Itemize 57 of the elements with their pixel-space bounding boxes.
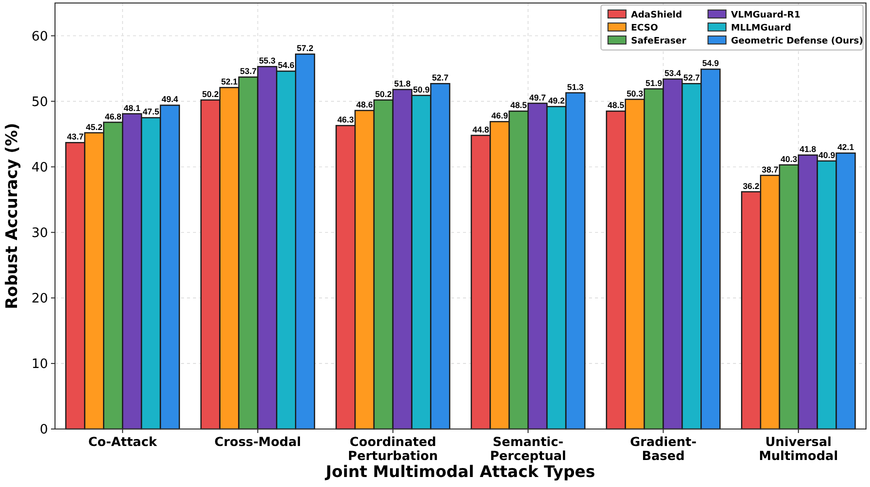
data-label: 52.7 bbox=[683, 72, 700, 83]
data-label: 45.2 bbox=[86, 122, 103, 132]
x-tick-label: Universal Multimodal bbox=[758, 434, 838, 463]
data-label: 40.3 bbox=[780, 154, 798, 164]
data-label: 50.2 bbox=[202, 88, 219, 99]
data-label: 53.4 bbox=[664, 68, 682, 78]
legend-label: VLMGuard-R1 bbox=[731, 10, 800, 20]
data-label: 51.8 bbox=[394, 78, 411, 89]
data-label: 36.2 bbox=[742, 180, 760, 191]
y-axis-title: Robust Accuracy (%) bbox=[2, 122, 21, 310]
y-tick-label: 10 bbox=[31, 357, 48, 372]
data-label: 54.6 bbox=[278, 60, 295, 70]
data-label: 44.8 bbox=[472, 124, 490, 134]
data-label: 43.7 bbox=[67, 132, 84, 142]
y-tick-label: 60 bbox=[31, 29, 48, 44]
legend-label: Geometric Defense (Ours) bbox=[731, 36, 864, 46]
data-label: 48.1 bbox=[124, 102, 141, 113]
x-tick-label: Coordinated Perturbation bbox=[348, 434, 438, 463]
data-label: 52.7 bbox=[432, 72, 449, 83]
data-label: 51.3 bbox=[567, 82, 584, 92]
data-label: 40.9 bbox=[818, 150, 836, 160]
data-label: 50.9 bbox=[413, 84, 430, 94]
data-label: 54.9 bbox=[702, 58, 720, 68]
data-label: 38.7 bbox=[762, 164, 779, 174]
x-tick-label: Semantic- Perceptual bbox=[490, 434, 566, 463]
legend-label: MLLMGuard bbox=[731, 24, 792, 34]
x-tick-label: Gradient- Based bbox=[630, 434, 697, 463]
data-label: 46.3 bbox=[337, 114, 354, 125]
data-label: 48.5 bbox=[608, 100, 624, 110]
legend-label: ECSO bbox=[631, 24, 658, 34]
y-tick-label: 0 bbox=[40, 422, 48, 438]
y-tick-label: 50 bbox=[31, 94, 48, 110]
data-label: 41.8 bbox=[800, 144, 816, 154]
x-tick-label: Cross-Modal bbox=[214, 434, 302, 449]
data-label: 53.7 bbox=[240, 66, 257, 76]
data-label: 50.3 bbox=[626, 88, 644, 98]
x-axis-title: Joint Multimodal Attack Types bbox=[324, 462, 596, 481]
data-label: 55.3 bbox=[258, 56, 276, 66]
data-label: 50.2 bbox=[375, 88, 392, 99]
data-label: 46.9 bbox=[491, 110, 508, 121]
data-label: 48.5 bbox=[510, 100, 528, 110]
legend-label: SafeEraser bbox=[631, 36, 687, 46]
data-label: 52.1 bbox=[221, 76, 238, 87]
legend-label: AdaShield bbox=[631, 10, 682, 20]
y-tick-label: 20 bbox=[31, 291, 48, 306]
data-label: 49.7 bbox=[529, 92, 546, 102]
data-label: 46.8 bbox=[104, 111, 122, 122]
data-label: 49.4 bbox=[162, 94, 178, 104]
y-tick-label: 40 bbox=[31, 160, 48, 176]
data-label: 47.5 bbox=[142, 106, 160, 117]
data-label: 57.2 bbox=[296, 43, 314, 54]
data-label: 42.1 bbox=[837, 142, 854, 152]
data-label: 48.6 bbox=[356, 99, 374, 110]
x-tick-label: Co-Attack bbox=[88, 434, 158, 449]
data-label: 49.2 bbox=[548, 96, 566, 106]
data-label: 51.9 bbox=[646, 78, 662, 88]
y-tick-label: 30 bbox=[31, 226, 48, 241]
